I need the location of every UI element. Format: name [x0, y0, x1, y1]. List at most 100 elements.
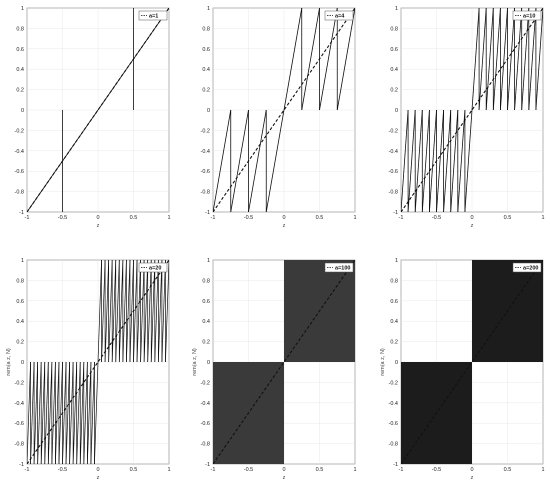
curve-segment: [44, 361, 49, 464]
y-tick-label: 0.8: [202, 278, 210, 284]
curve-segment: [535, 8, 543, 111]
legend-label: a=1: [149, 14, 158, 20]
curve-segment: [90, 361, 95, 464]
y-tick-label: 0.6: [16, 299, 24, 305]
x-axis-label: z: [97, 223, 100, 229]
curve-segment: [83, 361, 88, 464]
curve-segment: [429, 109, 437, 212]
y-tick-label: -0.6: [389, 421, 398, 427]
curve-segment: [47, 361, 53, 464]
dashed-diagonal: [401, 8, 543, 212]
x-tick-label: 1: [541, 467, 544, 473]
y-tick-label: 1: [207, 6, 210, 12]
y-tick-label: -0.8: [201, 190, 210, 196]
x-tick-label: 0.5: [504, 467, 512, 473]
x-tick-label: -1: [399, 215, 404, 221]
curve-segment: [421, 109, 430, 212]
y-axis-label: rem(a z, N): [192, 348, 198, 376]
y-tick-label: 0.6: [390, 299, 398, 305]
curve-segment: [140, 260, 145, 363]
curve-segment: [79, 361, 85, 464]
y-tick-label: 0.2: [390, 88, 398, 94]
y-tick-label: -0.2: [389, 128, 398, 134]
y-tick-label: 0.6: [16, 47, 24, 53]
x-tick-label: -1: [25, 467, 30, 473]
curve-segment: [133, 260, 138, 363]
y-axis-label: rem(a z, N): [380, 348, 386, 376]
y-tick-label: 0.8: [16, 26, 24, 32]
curve-segment: [94, 361, 99, 464]
curve-segment: [69, 361, 74, 464]
curve-segment: [230, 109, 249, 212]
dashed-diagonal: [27, 260, 169, 464]
legend-box: [324, 262, 354, 273]
curve-segment: [58, 361, 63, 464]
y-tick-label: -0.4: [389, 149, 398, 155]
curve-segment: [27, 361, 31, 464]
curve-segment: [528, 8, 537, 111]
y-tick-label: -1: [393, 210, 398, 216]
y-tick-label: 0: [21, 360, 24, 366]
dashed-diagonal: [27, 8, 169, 212]
x-tick-label: 1: [353, 467, 356, 473]
curve-segment: [158, 260, 163, 363]
x-axis-label: z: [97, 475, 100, 481]
legend-box: [324, 10, 354, 21]
curve-segment: [136, 260, 141, 363]
y-tick-label: -0.6: [201, 421, 210, 427]
curve-segment: [450, 109, 459, 212]
chart-panel-3: -1 -0.5 0 0.5 1 -1 -0.8 -0.6 -0.4 -0.2 0 0.2 0.4 0.6 0…: [389, 6, 545, 229]
y-tick-label: -0.2: [15, 128, 24, 134]
plot-area: [213, 260, 355, 464]
chart-panel-2: -1 -0.5 0 0.5 1 -1 -0.8 -0.6 -0.4 -0.2 0 0.2 0.4 0.6 0…: [201, 6, 357, 229]
x-tick-label: -1: [399, 467, 404, 473]
y-tick-label: -0.8: [15, 190, 24, 196]
curve-segment: [111, 260, 117, 363]
curve-segment: [30, 361, 35, 464]
y-tick-label: -0.6: [389, 169, 398, 175]
y-tick-label: -0.6: [15, 421, 24, 427]
x-tick-label: 0: [282, 215, 285, 221]
curve-segment: [514, 8, 523, 111]
chart-panel-4: -1 -0.5 0 0.5 1 -1 -0.8 -0.6 -0.4 -0.2 0 0.2 0.4 0.6 0…: [6, 258, 171, 481]
curve-segment: [104, 260, 109, 363]
y-tick-label: 0: [207, 108, 210, 114]
legend-box: [138, 10, 168, 21]
curve-segment: [118, 260, 124, 363]
y-tick-label: -0.6: [15, 169, 24, 175]
y-tick-label: 1: [395, 6, 398, 12]
curve-segment: [492, 8, 501, 111]
y-tick-label: 0: [395, 108, 398, 114]
x-tick-label: -1: [211, 467, 216, 473]
y-tick-label: 0.6: [390, 47, 398, 53]
curve-segment: [126, 260, 131, 363]
curve-segment: [150, 260, 156, 363]
y-tick-label: -0.2: [201, 380, 210, 386]
curve-segment: [401, 109, 409, 212]
y-tick-label: -1: [205, 210, 210, 216]
curve-segment: [265, 109, 285, 212]
x-tick-label: 0: [96, 215, 99, 221]
x-axis-label: z: [471, 475, 474, 481]
y-tick-label: -0.4: [15, 149, 24, 155]
curve-segment: [457, 109, 466, 212]
x-axis-label: z: [283, 475, 286, 481]
curve-segment: [129, 260, 134, 363]
x-tick-label: 0.5: [130, 467, 138, 473]
x-tick-label: 0.5: [504, 215, 512, 221]
curve-segment: [301, 8, 320, 111]
curve-segment: [154, 260, 159, 363]
curve-segment: [478, 8, 487, 111]
curve-segment: [248, 109, 267, 212]
y-tick-label: 0.6: [202, 47, 210, 53]
x-tick-label: 1: [541, 215, 544, 221]
y-tick-label: -0.2: [15, 380, 24, 386]
y-tick-label: 0.2: [202, 340, 210, 346]
y-tick-label: -1: [19, 210, 24, 216]
y-tick-label: -0.6: [201, 169, 210, 175]
plot-area: [401, 8, 543, 212]
x-tick-label: -0.5: [244, 215, 253, 221]
y-tick-label: 0.6: [202, 299, 210, 305]
y-tick-label: 1: [21, 6, 24, 12]
dashed-diagonal: [213, 8, 355, 212]
